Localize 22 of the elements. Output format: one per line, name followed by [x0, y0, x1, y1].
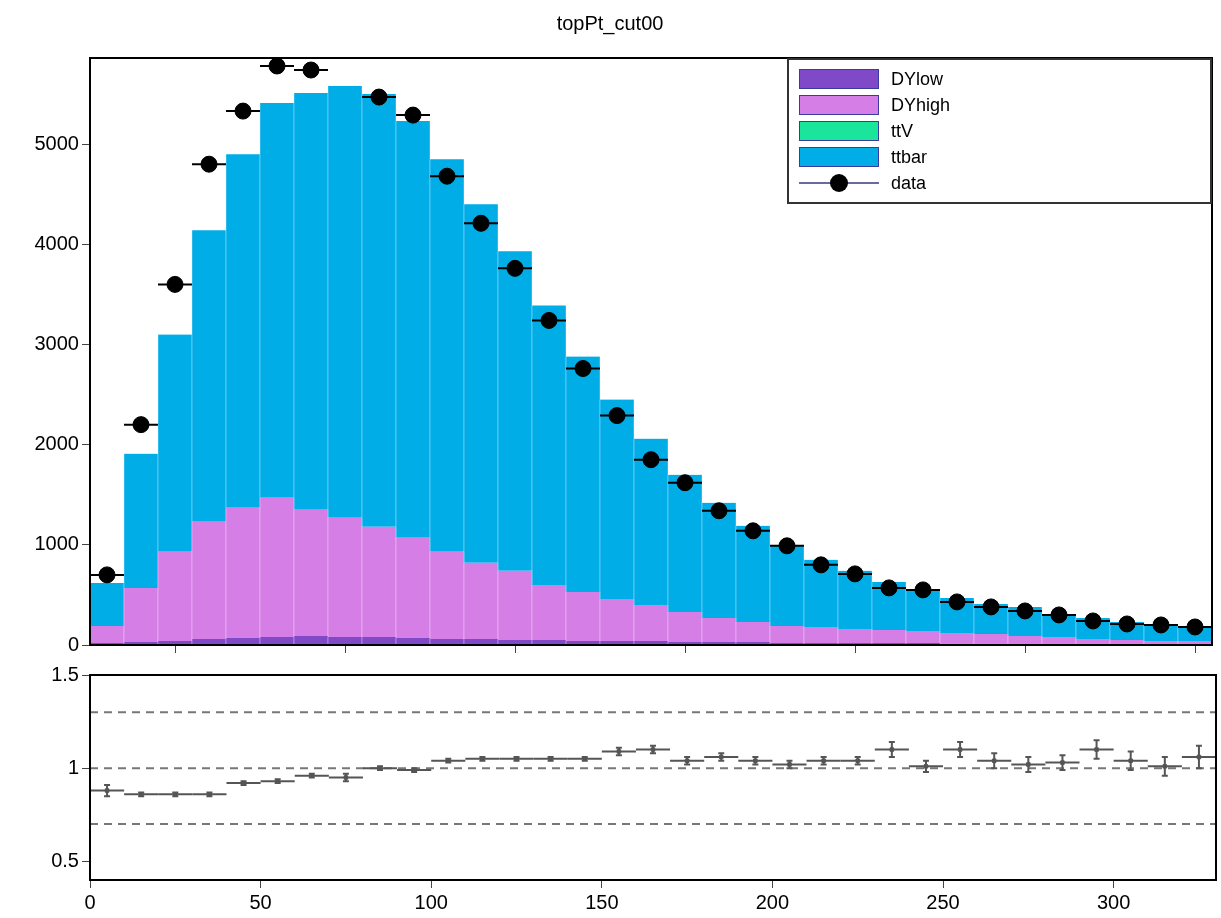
y-tick-label: 0.5	[51, 848, 79, 871]
legend-label: ttV	[891, 120, 914, 142]
y-tick-label: 2000	[34, 432, 79, 455]
y-tick-label: 4000	[34, 231, 79, 254]
x-tick-label: 50	[249, 890, 272, 913]
x-tick-label: 250	[926, 890, 960, 913]
x-tick-label: 100	[414, 890, 448, 913]
y-tick-label: 5000	[34, 131, 79, 154]
y-tick-label: 1000	[34, 532, 79, 555]
legend-label: ttbar	[891, 146, 928, 168]
y-tick-label: 0	[67, 632, 79, 655]
legend-label: DYhigh	[891, 94, 951, 116]
x-tick-label: 0	[84, 890, 96, 913]
chart-title: topPt_cut00	[556, 11, 664, 35]
x-tick-label: 300	[1096, 890, 1131, 913]
legend-label: data	[891, 172, 927, 194]
legend-label: DYlow	[891, 68, 944, 90]
y-tick-label: 1	[67, 755, 79, 778]
x-tick-label: 150	[585, 890, 619, 913]
y-tick-label: 3000	[34, 332, 79, 354]
x-tick-label: 200	[755, 890, 790, 913]
y-tick-label: 1.5	[51, 662, 79, 685]
